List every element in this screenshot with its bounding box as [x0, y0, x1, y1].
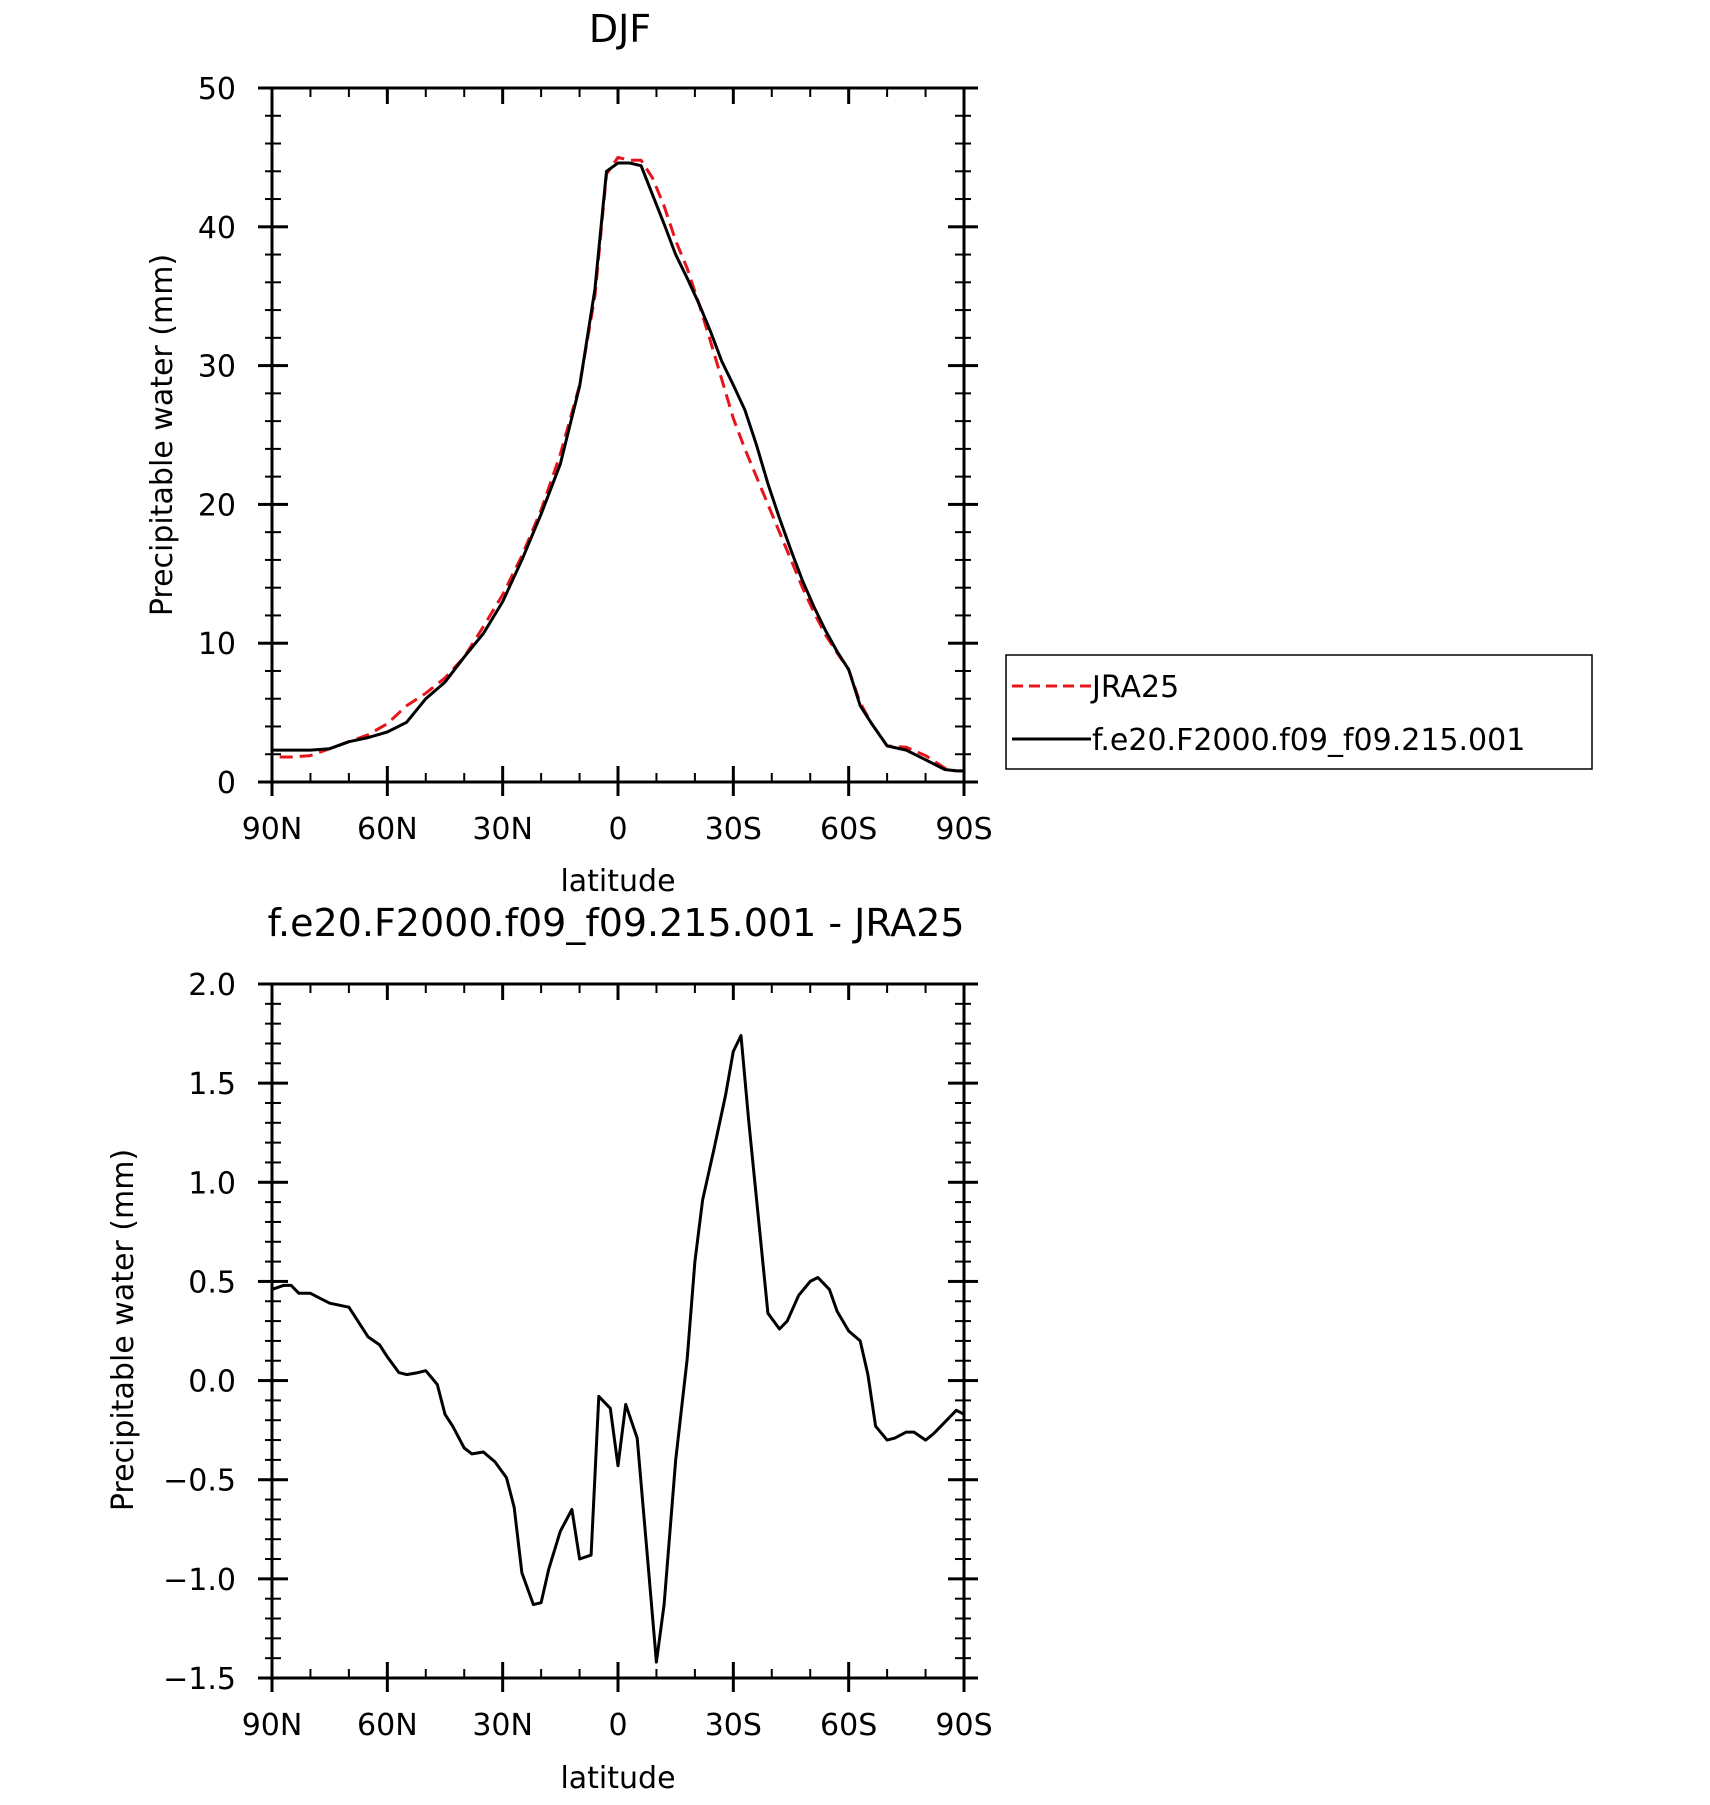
x-tick-label: 30N: [472, 812, 533, 847]
panel-djf: DJF 90N 60N 30N 0 30S 60S 90S 0 10 20 30 40 50 lati…: [145, 7, 993, 899]
panel-djf-y-tick-labels: 0 10 20 30 40 50: [198, 72, 236, 801]
legend-model-label: f.e20.F2000.f09_f09.215.001: [1092, 723, 1525, 758]
panel-diff-y-tick-labels: −1.5 −1.0 −0.5 0.0 0.5 1.0 1.5 2.0: [163, 968, 236, 1697]
x-tick-label: 90S: [935, 1708, 992, 1743]
y-tick-label: 30: [198, 350, 236, 385]
panel-diff-y-axis-label: Precipitable water (mm): [106, 1149, 141, 1511]
x-tick-label: 60S: [820, 1708, 877, 1743]
x-tick-label: 0: [608, 812, 627, 847]
panel-diff-frame: [270, 982, 966, 1680]
legend: JRA25 f.e20.F2000.f09_f09.215.001: [1005, 654, 1593, 770]
y-tick-label: 50: [198, 72, 236, 107]
panel-djf-series-line-0: [279, 155, 964, 773]
x-tick-label: 90S: [935, 812, 992, 847]
y-tick-label: 1.5: [188, 1067, 236, 1102]
panel-djf-series-line-1: [272, 161, 964, 773]
x-tick-label: 30S: [705, 812, 762, 847]
panel-djf-plot-area: [272, 155, 964, 773]
panel-diff-x-axis-label: latitude: [560, 1761, 675, 1796]
panel-diff: f.e20.F2000.f09_f09.215.001 - JRA25 90N 6…: [106, 901, 993, 1796]
x-tick-label: 90N: [242, 812, 303, 847]
y-tick-label: 0.5: [188, 1265, 236, 1300]
y-tick-label: 40: [198, 211, 236, 246]
y-tick-label: 10: [198, 627, 236, 662]
panel-diff-series-line-0: [271, 1034, 965, 1664]
panel-diff-x-tick-labels: 90N 60N 30N 0 30S 60S 90S: [242, 1708, 993, 1743]
panel-djf-y-axis-label: Precipitable water (mm): [145, 254, 180, 616]
x-tick-label: 30N: [472, 1708, 533, 1743]
y-tick-label: 0.0: [188, 1365, 236, 1400]
x-tick-label: 60N: [357, 812, 418, 847]
y-tick-label: 2.0: [188, 968, 236, 1003]
y-tick-label: −0.5: [163, 1464, 236, 1499]
panel-djf-ticks: [258, 86, 978, 796]
panel-djf-x-tick-labels: 90N 60N 30N 0 30S 60S 90S: [242, 812, 993, 847]
x-tick-label: 0: [608, 1708, 627, 1743]
y-tick-label: −1.0: [163, 1563, 236, 1598]
y-tick-label: 0: [217, 766, 236, 801]
y-tick-label: 20: [198, 488, 236, 523]
legend-box: [1005, 654, 1593, 770]
panel-diff-ticks: [258, 982, 978, 1692]
panel-djf-x-axis-label: latitude: [560, 864, 675, 899]
x-tick-label: 90N: [242, 1708, 303, 1743]
y-tick-label: 1.0: [188, 1166, 236, 1201]
y-tick-label: −1.5: [163, 1662, 236, 1697]
panel-diff-title: f.e20.F2000.f09_f09.215.001 - JRA25: [267, 901, 964, 945]
x-tick-label: 60N: [357, 1708, 418, 1743]
panel-djf-frame: [270, 86, 966, 784]
panel-diff-plot-area: [271, 1034, 965, 1664]
panel-djf-title: DJF: [589, 7, 651, 51]
x-tick-label: 60S: [820, 812, 877, 847]
x-tick-label: 30S: [705, 1708, 762, 1743]
legend-jra25-label: JRA25: [1090, 670, 1179, 705]
